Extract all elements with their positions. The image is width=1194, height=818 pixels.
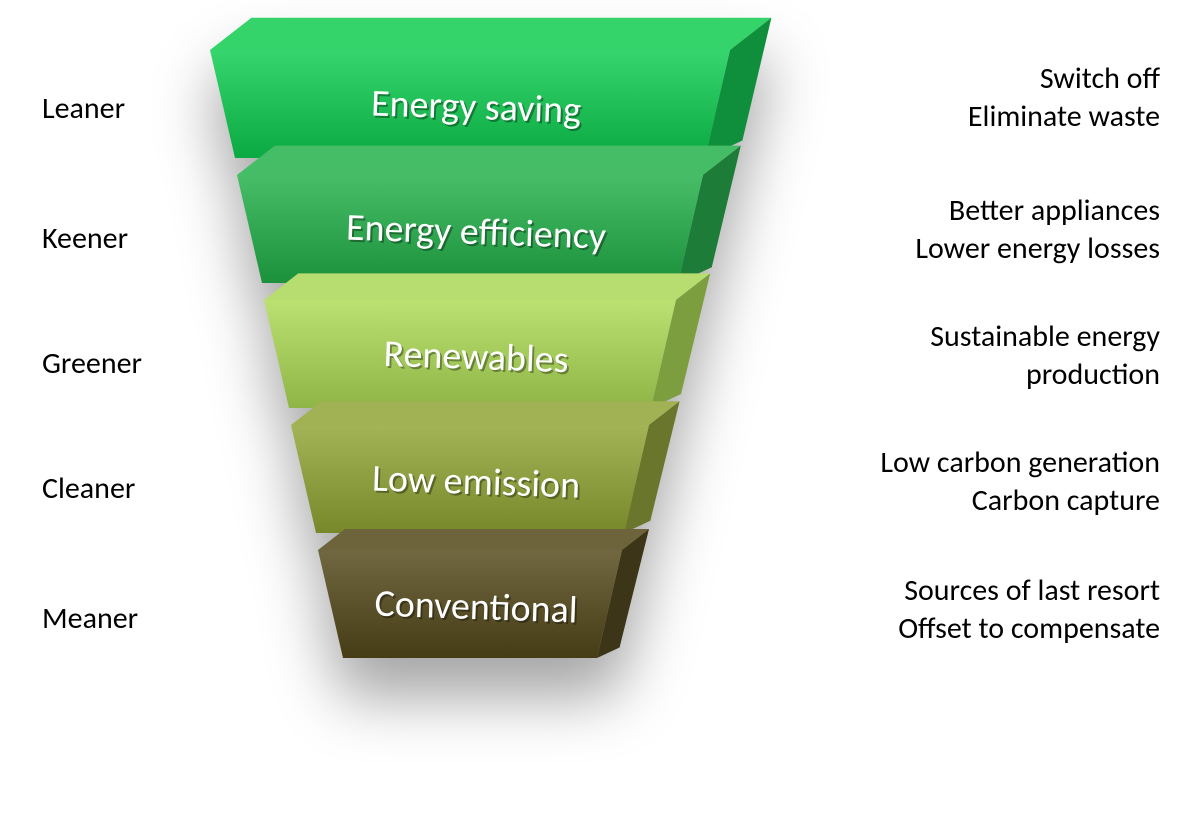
funnel-svg: Energy savingEnergy savingEnergy efficie… xyxy=(190,10,750,770)
right-desc-1-line2: Lower energy losses xyxy=(915,230,1160,267)
right-desc-3-line1: Low carbon generation xyxy=(880,444,1160,481)
right-desc-2: Sustainable energy production xyxy=(780,318,1160,393)
right-desc-0-line2: Eliminate waste xyxy=(968,98,1160,135)
segment-label-low-emission: Low emission xyxy=(371,455,581,508)
funnel-3d: Energy savingEnergy savingEnergy efficie… xyxy=(190,10,750,770)
right-desc-4-line2: Offset to compensate xyxy=(898,610,1160,647)
funnel-segment-low-emission: Low emissionLow emission xyxy=(291,401,680,533)
right-desc-2-line1: Sustainable energy xyxy=(930,318,1160,355)
segment-label-renewables: Renewables xyxy=(383,331,569,383)
right-desc-2-line2: production xyxy=(1026,356,1160,393)
right-desc-3: Low carbon generation Carbon capture xyxy=(780,444,1160,519)
right-desc-4-line1: Sources of last resort xyxy=(904,572,1160,609)
funnel-segment-energy-saving: Energy savingEnergy saving xyxy=(210,18,771,158)
funnel-segment-energy-efficiency: Energy efficiencyEnergy efficiency xyxy=(237,146,741,283)
infographic-stage: Leaner Keener Greener Cleaner Meaner Swi… xyxy=(0,0,1194,818)
right-desc-0-line1: Switch off xyxy=(1040,60,1160,97)
right-desc-0: Switch off Eliminate waste xyxy=(780,60,1160,135)
right-desc-3-line2: Carbon capture xyxy=(972,482,1160,519)
right-desc-4: Sources of last resort Offset to compens… xyxy=(780,572,1160,647)
funnel-segment-renewables: RenewablesRenewables xyxy=(264,273,710,408)
right-desc-1-line1: Better appliances xyxy=(949,192,1160,229)
funnel-segment-conventional: ConventionalConventional xyxy=(318,529,649,658)
segment-label-conventional: Conventional xyxy=(374,581,579,634)
segment-label-energy-saving: Energy saving xyxy=(370,80,582,133)
right-desc-1: Better appliances Lower energy losses xyxy=(780,192,1160,267)
segment-label-energy-efficiency: Energy efficiency xyxy=(345,205,606,260)
